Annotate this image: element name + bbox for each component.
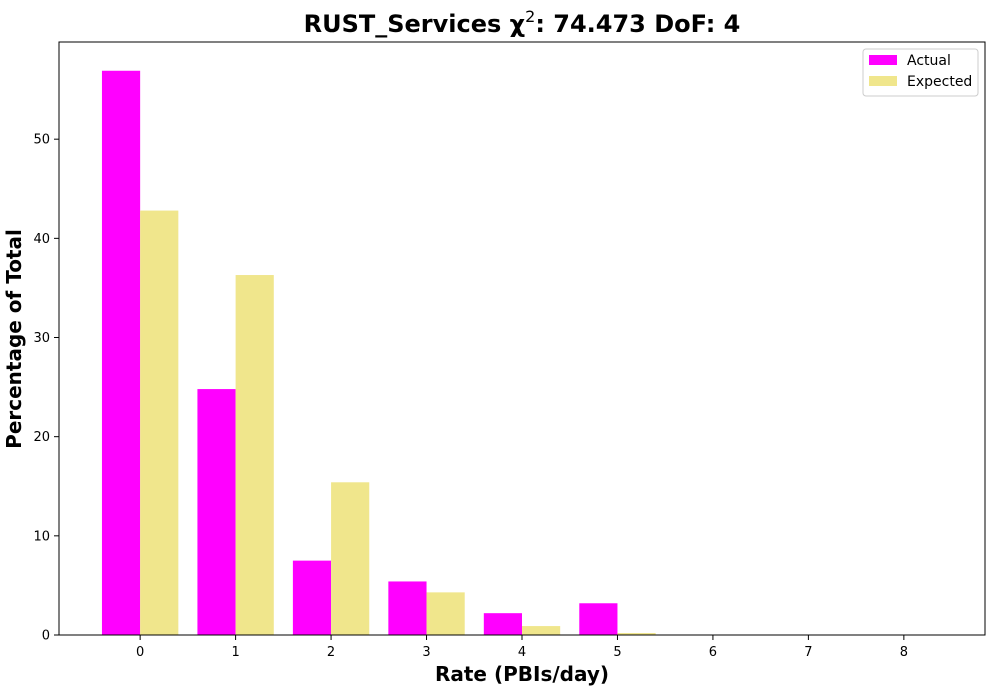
y-tick-label: 10 (33, 529, 50, 544)
bar-actual-1 (197, 389, 236, 635)
chart-title: RUST_Services χ2: 74.473 DoF: 4 (304, 7, 741, 38)
x-axis-label: Rate (PBIs/day) (435, 662, 609, 686)
y-axis-label: Percentage of Total (2, 229, 26, 449)
bar-expected-2 (331, 482, 370, 635)
x-tick-label: 2 (327, 645, 335, 660)
y-tick-label: 0 (42, 629, 50, 644)
bar-actual-2 (292, 560, 332, 635)
bar-actual-4 (483, 613, 522, 635)
bar-actual-3 (388, 581, 427, 635)
y-tick-label: 30 (33, 331, 50, 346)
legend-swatch-actual (869, 55, 897, 65)
bar-expected-5 (617, 633, 656, 635)
x-tick-label: 8 (900, 645, 908, 660)
legend: Actual Expected (862, 48, 979, 97)
x-tick-label: 3 (422, 645, 430, 660)
bar-actual-5 (579, 603, 618, 635)
plot-area (58, 41, 986, 636)
x-tick-label: 7 (804, 645, 812, 660)
legend-label-actual: Actual (907, 53, 951, 69)
legend-label-expected: Expected (907, 74, 972, 90)
bar-actual-0 (101, 70, 141, 636)
x-tick-label: 6 (709, 645, 717, 660)
x-tick-label: 5 (613, 645, 621, 660)
bar-expected-4 (522, 626, 561, 635)
bar-expected-0 (140, 210, 179, 635)
y-axis: 0 10 20 30 40 50 (33, 133, 59, 644)
y-tick-label: 20 (33, 430, 50, 445)
bar-expected-1 (235, 275, 274, 635)
bar-expected-3 (426, 592, 465, 635)
y-tick-label: 50 (33, 133, 50, 148)
legend-swatch-expected (869, 76, 897, 86)
x-tick-label: 1 (231, 645, 239, 660)
x-axis: 0 1 2 3 4 5 6 7 8 (136, 635, 908, 660)
y-tick-label: 40 (33, 232, 50, 247)
x-tick-label: 0 (136, 645, 144, 660)
x-tick-label: 4 (518, 645, 526, 660)
